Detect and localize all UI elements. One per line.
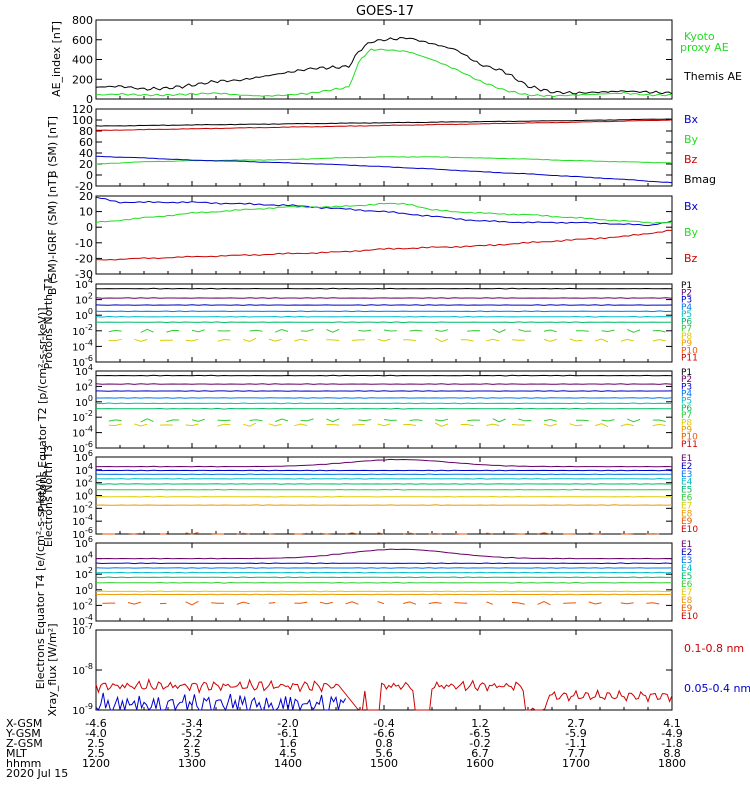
flux-line-e4	[96, 572, 672, 573]
y-tick-label: 200	[72, 73, 93, 86]
x-axis-value: 1800	[658, 757, 686, 770]
ylabel-b-sm: B (SM) [nT]	[46, 116, 59, 178]
flux-line-p8	[326, 425, 339, 426]
flux-line-p1	[96, 288, 672, 289]
flux-line-e3	[96, 568, 672, 569]
plot-title: GOES-17	[356, 4, 414, 19]
flux-line-e6	[96, 582, 672, 583]
x-axis-value: 1700	[562, 757, 590, 770]
legend-e10: E10	[681, 612, 698, 622]
y-tick-label: 0	[86, 221, 93, 234]
flux-line-p8	[326, 340, 339, 341]
flux-line-e9	[563, 603, 576, 604]
flux-line-e2	[96, 470, 672, 471]
flux-line-e4	[96, 479, 672, 480]
flux-line-e7	[96, 497, 672, 498]
y-tick-label: 800	[72, 14, 93, 27]
legend-by: By	[684, 133, 699, 146]
legend-bmag: Bmag	[684, 173, 716, 186]
x-axis-value: 1500	[370, 757, 398, 770]
legend-p11: P11	[681, 440, 698, 450]
date-label: 2020 Jul 15	[6, 767, 68, 780]
flux-line-e9	[429, 534, 442, 535]
flux-line-p6	[96, 322, 672, 323]
ylabel-xray: Xray_flux [W/m²]	[46, 623, 59, 716]
x-axis-value: 1600	[466, 757, 494, 770]
flux-line-e9	[211, 603, 224, 604]
flux-line-p3	[96, 305, 672, 306]
y-tick-label: -20	[75, 252, 93, 265]
flux-line-e2	[96, 563, 672, 564]
x-axis-value: 1200	[82, 757, 110, 770]
legend-p11: P11	[681, 354, 698, 364]
flux-line-e9	[512, 534, 525, 535]
flux-line-p4	[96, 311, 672, 312]
flux-line-p5	[96, 316, 672, 317]
flux-line-p1	[96, 375, 672, 376]
legend-bx: Bx	[684, 113, 699, 126]
y-tick-label: 20	[79, 190, 93, 203]
legend-xray-short: 0.05-0.4 nm	[684, 682, 750, 695]
flux-line-p3	[96, 391, 672, 392]
ylabel-ae: AE_index [nT]	[50, 21, 63, 97]
legend-themis: Themis AE	[683, 70, 742, 83]
y-tick-label: 120	[72, 103, 93, 116]
legend-e10: E10	[681, 525, 698, 535]
x-axis-value: 1400	[274, 757, 302, 770]
flux-line-p2	[96, 384, 672, 385]
y-tick-label: 10	[79, 206, 93, 219]
legend-bz: Bz	[684, 153, 698, 166]
flux-line-p5	[96, 403, 672, 404]
flux-line-e6	[96, 489, 672, 490]
y-tick-label: 600	[72, 34, 93, 47]
flux-line-p8	[512, 425, 525, 426]
flux-line-p2	[96, 298, 672, 299]
legend-bz: Bz	[684, 252, 698, 265]
flux-line-p6	[96, 408, 672, 409]
legend-bx: Bx	[684, 200, 699, 213]
legend-kyoto-line2: proxy AE	[680, 41, 729, 54]
y-tick-label: -10	[75, 237, 93, 250]
flux-line-e5	[96, 484, 672, 485]
legend-by: By	[684, 226, 699, 239]
x-axis-value: 1300	[178, 757, 206, 770]
flux-line-e7	[96, 591, 672, 592]
flux-line-p8	[352, 340, 365, 341]
flux-line-e5	[96, 577, 672, 578]
flux-line-e8	[96, 505, 672, 506]
legend-xray-long: 0.1-0.8 nm	[684, 642, 744, 655]
flux-line-e8	[96, 594, 672, 595]
y-tick-label: 400	[72, 54, 93, 67]
flux-line-p8	[512, 340, 525, 341]
flux-line-p8	[352, 425, 365, 426]
flux-line-e3	[96, 474, 672, 475]
flux-line-p4	[96, 398, 672, 399]
